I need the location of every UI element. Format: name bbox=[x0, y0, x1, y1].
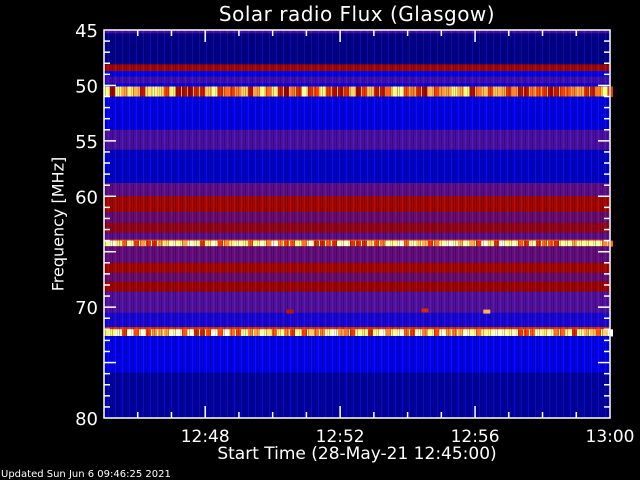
x-tick-label: 13:00 bbox=[586, 427, 635, 447]
y-tick-label: 60 bbox=[75, 187, 98, 208]
y-tick-label: 45 bbox=[75, 21, 98, 42]
x-tick-label: 12:52 bbox=[316, 427, 365, 447]
plot-frame bbox=[103, 29, 611, 419]
hotspot-mark bbox=[421, 308, 429, 313]
noise-texture bbox=[104, 30, 610, 418]
y-axis-label: Frequency [MHz] bbox=[48, 156, 68, 292]
hotspot-mark bbox=[483, 309, 491, 314]
hotspots bbox=[286, 308, 491, 314]
x-tick-label: 12:48 bbox=[181, 427, 230, 447]
y-tick-label: 55 bbox=[75, 132, 98, 153]
updated-timestamp: Updated Sun Jun 6 09:46:25 2021 bbox=[1, 469, 171, 480]
x-axis-label: Start Time (28-May-21 12:45:00) bbox=[217, 444, 497, 464]
axis-ticks: 45 50 55 60 70 80 12:48 12:52 12:56 13:00 bbox=[75, 21, 634, 447]
x-tick-label: 12:56 bbox=[451, 427, 500, 447]
y-tick-label: 50 bbox=[75, 76, 98, 97]
y-tick-label: 70 bbox=[75, 298, 98, 319]
y-tick-label: 80 bbox=[75, 409, 98, 430]
hotspot-mark bbox=[286, 309, 294, 314]
chart-title: Solar radio Flux (Glasgow) bbox=[218, 2, 496, 26]
